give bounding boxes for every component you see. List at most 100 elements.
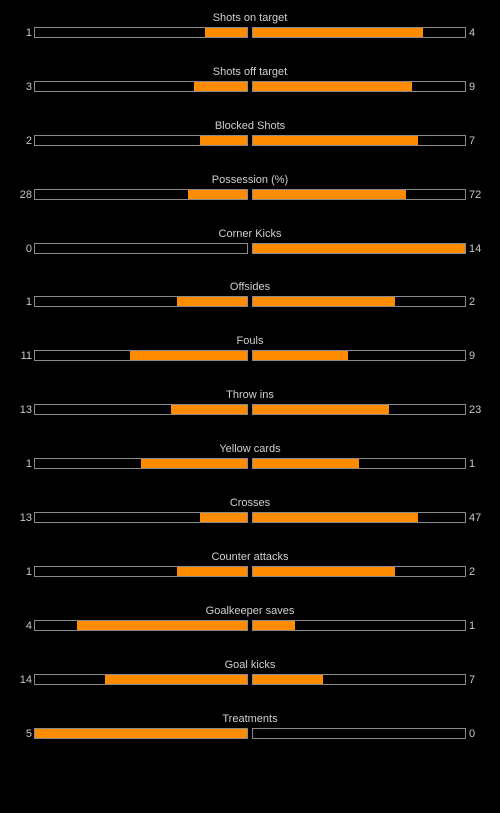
home-bar-fill — [200, 135, 247, 145]
away-bar — [252, 619, 466, 631]
home-bar — [34, 188, 248, 200]
home-bar — [34, 350, 248, 362]
home-bar — [34, 134, 248, 146]
home-value: 5 — [25, 727, 32, 740]
away-bar-fill — [253, 81, 412, 91]
stat-row-shots-off-target: Shots off target 3 9 — [0, 66, 500, 120]
away-bar — [252, 512, 466, 524]
home-bar-fill — [130, 351, 247, 361]
home-value: 14 — [19, 673, 32, 686]
away-value: 1 — [469, 458, 476, 471]
stat-row-crosses: Crosses 13 47 — [0, 497, 500, 551]
stat-label: Blocked Shots — [214, 119, 286, 132]
home-bar-fill — [104, 674, 247, 684]
home-value: 0 — [25, 242, 32, 255]
away-bar — [252, 134, 466, 146]
stat-row-goalkeeper-saves: Goalkeeper saves 4 1 — [0, 605, 500, 659]
home-value: 4 — [25, 619, 32, 632]
away-bar-fill — [253, 351, 349, 361]
away-bar — [252, 188, 466, 200]
stat-label: Counter attacks — [211, 550, 289, 563]
home-bar-fill — [170, 405, 247, 415]
away-bar — [252, 242, 466, 254]
away-bar-fill — [253, 566, 396, 576]
home-bar — [34, 673, 248, 685]
home-value: 28 — [19, 188, 32, 201]
home-bar-fill — [35, 728, 247, 738]
stat-label: Treatments — [222, 712, 278, 725]
stat-row-possession: Possession (%) 28 72 — [0, 174, 500, 228]
away-value: 9 — [469, 350, 476, 363]
stat-row-throw-ins: Throw ins 13 23 — [0, 389, 500, 443]
home-bar — [34, 80, 248, 92]
away-value: 4 — [469, 27, 476, 39]
home-bar-fill — [177, 297, 247, 307]
stat-label: Corner Kicks — [218, 227, 282, 240]
home-bar-fill — [141, 459, 247, 469]
home-bar — [34, 404, 248, 416]
home-bar-fill — [177, 566, 247, 576]
home-value: 11 — [20, 350, 32, 363]
stat-label: Shots off target — [212, 65, 288, 78]
away-bar-fill — [253, 189, 406, 199]
away-value: 0 — [469, 727, 476, 740]
home-bar — [34, 565, 248, 577]
home-bar-fill — [204, 28, 247, 37]
home-bar-fill — [187, 189, 247, 199]
away-bar — [252, 80, 466, 92]
home-bar — [34, 242, 248, 254]
away-bar-fill — [253, 620, 296, 630]
away-bar — [252, 404, 466, 416]
away-bar-fill — [253, 28, 423, 37]
away-value: 14 — [469, 242, 482, 255]
home-value: 13 — [19, 512, 32, 525]
away-value: 9 — [469, 80, 476, 93]
away-bar-fill — [253, 513, 419, 523]
home-bar — [34, 27, 248, 38]
home-bar-fill — [194, 81, 247, 91]
home-value: 3 — [25, 80, 32, 93]
home-value: 13 — [19, 404, 32, 417]
home-bar-fill — [200, 513, 247, 523]
stat-label: Crosses — [229, 497, 271, 510]
home-bar — [34, 619, 248, 631]
home-value: 1 — [25, 458, 32, 471]
away-bar-fill — [253, 135, 419, 145]
stat-label: Throw ins — [226, 389, 274, 402]
home-value: 2 — [25, 134, 32, 147]
stat-label: Goalkeeper saves — [205, 604, 295, 617]
stat-label: Offsides — [229, 281, 271, 294]
away-bar-fill — [253, 674, 323, 684]
home-value: 1 — [25, 296, 32, 309]
match-stats-list: Shots on target 1 4 Shots off target 3 9 Block… — [0, 12, 500, 766]
away-value: 7 — [469, 134, 476, 147]
stat-row-fouls: Fouls 11 9 — [0, 335, 500, 389]
stat-label: Yellow cards — [219, 443, 281, 456]
away-bar — [252, 458, 466, 470]
stat-label: Fouls — [236, 335, 264, 348]
stat-row-corner-kicks: Corner Kicks 0 14 — [0, 228, 500, 282]
away-bar — [252, 673, 466, 685]
away-value: 47 — [469, 512, 482, 525]
home-value: 1 — [25, 565, 32, 578]
stat-row-counter-attacks: Counter attacks 1 2 — [0, 551, 500, 605]
away-value: 7 — [469, 673, 476, 686]
stat-row-offsides: Offsides 1 2 — [0, 281, 500, 335]
home-bar — [34, 296, 248, 308]
stat-row-goal-kicks: Goal kicks 14 7 — [0, 659, 500, 713]
home-value: 1 — [25, 27, 32, 39]
away-value: 72 — [469, 188, 482, 201]
stat-label: Possession (%) — [211, 173, 289, 186]
home-bar — [34, 512, 248, 524]
away-value: 2 — [469, 296, 476, 309]
stat-label: Shots on target — [212, 12, 288, 24]
away-bar — [252, 296, 466, 308]
away-bar — [252, 350, 466, 362]
stat-row-treatments: Treatments 5 0 — [0, 713, 500, 767]
away-bar — [252, 27, 466, 38]
away-bar-fill — [253, 243, 465, 253]
away-bar — [252, 727, 466, 739]
home-bar-fill — [77, 620, 247, 630]
stat-row-yellow-cards: Yellow cards 1 1 — [0, 443, 500, 497]
away-value: 23 — [469, 404, 482, 417]
